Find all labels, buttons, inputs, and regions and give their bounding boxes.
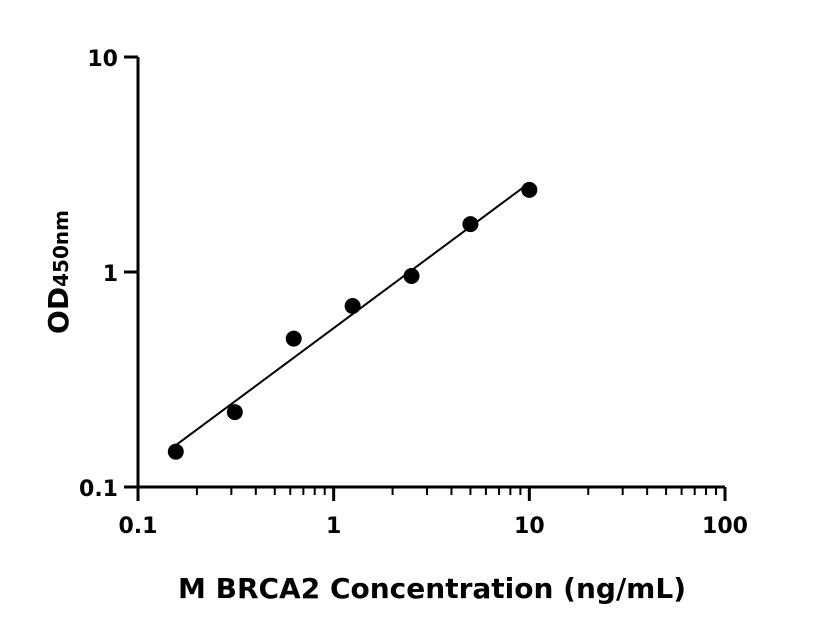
y-axis-label-sub: 450nm [49,210,73,287]
x-tick-label: 0.1 [119,514,158,539]
y-axis-label-main: OD [42,287,75,334]
data-point [285,330,302,347]
x-axis-label: M BRCA2 Concentration (ng/mL) [178,572,686,605]
data-point [521,181,538,198]
data-point [344,297,361,314]
data-point [167,443,184,460]
data-point [403,268,420,285]
data-point [462,216,479,233]
y-axis-label: OD450nm [42,210,75,334]
x-tick-label: 100 [702,514,748,539]
y-tick-label: 1 [103,262,118,287]
y-tick-label: 10 [87,47,118,72]
x-tick-label: 10 [514,514,545,539]
y-tick-label: 0.1 [79,477,118,502]
x-tick-label: 1 [326,514,341,539]
data-point [226,404,243,421]
